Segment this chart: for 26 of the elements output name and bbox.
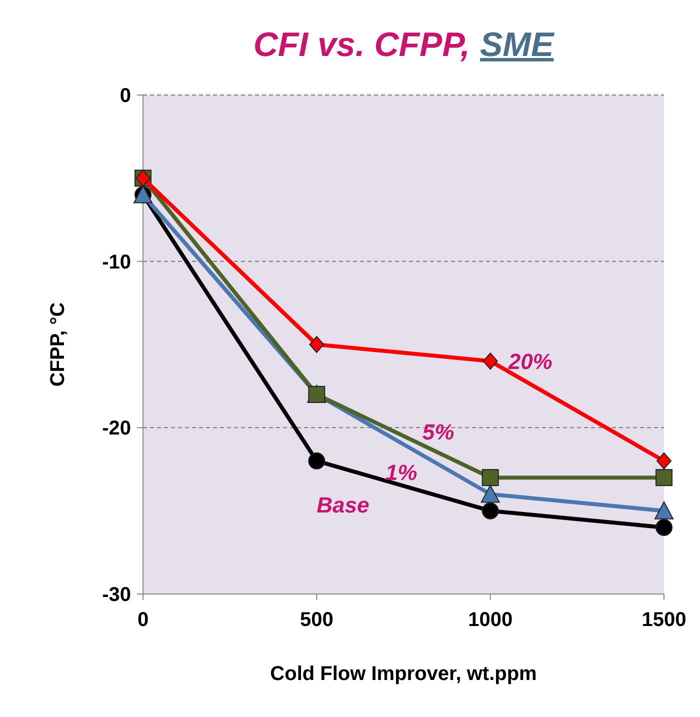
series-label: 20% [507,348,552,374]
point [654,501,674,520]
series-label: Base [316,492,370,518]
point [656,469,672,486]
point [482,502,499,520]
x-tick-label: 1500 [642,609,686,631]
y-tick-label: -20 [102,418,131,440]
y-tick-label: 0 [120,85,131,107]
y-tick-label: -30 [102,584,131,606]
point [482,352,498,370]
point [482,469,499,486]
chart-subtitle: SME [480,26,555,64]
point [656,518,672,536]
x-tick-label: 1000 [468,609,513,631]
point [308,452,326,470]
x-tick-label: 0 [137,609,149,631]
series-label: 1% [385,460,418,485]
y-tick-label: -10 [102,251,131,274]
x-tick-label: 500 [300,609,334,631]
chart-title: CFI vs. CFPP, [253,26,470,64]
point [309,336,324,353]
point [480,484,500,503]
y-axis-title: CFPP, °C [47,302,69,387]
series-label: 5% [422,419,454,444]
point [656,452,672,470]
x-axis-title: Cold Flow Improver, wt.ppm [270,663,537,685]
